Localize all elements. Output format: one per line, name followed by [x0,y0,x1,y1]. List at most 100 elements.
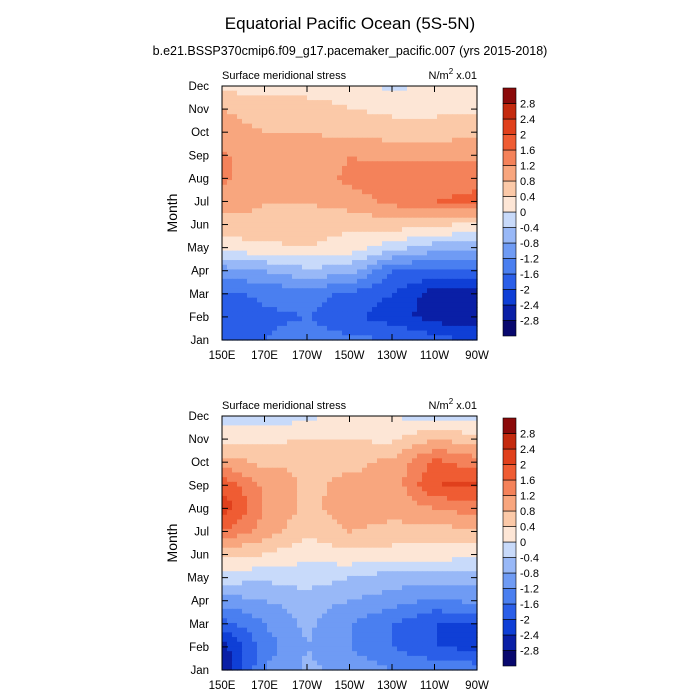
heatmap-cell [297,590,303,596]
heatmap-cell [322,425,328,431]
heatmap-cell [297,264,303,271]
heatmap-cell [437,434,443,441]
heatmap-cell [252,481,258,488]
heatmap-cell [342,416,348,422]
heatmap-cell [347,444,353,450]
heatmap-cell [327,245,333,252]
heatmap-cell [227,316,233,322]
heatmap-cell [242,260,248,266]
heatmap-cell [267,118,273,125]
heatmap-cell [377,590,383,596]
heatmap-cell [232,463,238,469]
heatmap-cell [447,566,453,572]
heatmap-cell [387,109,393,115]
heatmap-cell [222,100,228,106]
heatmap-cell [237,86,243,92]
heatmap-cell [472,86,478,92]
heatmap-cell [247,170,253,176]
heatmap-cell [382,420,388,426]
heatmap-cell [397,590,403,596]
heatmap-cell [417,467,423,474]
heatmap-cell [287,590,293,596]
heatmap-cell [387,575,393,582]
heatmap-cell [417,165,423,172]
heatmap-cell [357,208,363,214]
heatmap-cell [467,514,473,521]
heatmap-cell [322,604,328,610]
heatmap-cell [262,156,268,162]
heatmap-cell [307,477,313,483]
heatmap-cell [472,227,478,233]
heatmap-cell [442,236,448,242]
heatmap-cell [377,133,383,139]
heatmap-cell [382,86,388,92]
heatmap-cell [457,198,463,205]
heatmap-cell [317,184,323,191]
heatmap-cell [427,109,433,115]
heatmap-cell [257,250,263,256]
heatmap-cell [397,118,403,125]
heatmap-cell [317,613,323,619]
heatmap-cell [237,486,243,492]
heatmap-cell [297,439,303,445]
heatmap-cell [422,528,428,535]
heatmap-cell [262,114,268,120]
heatmap-cell [357,137,363,144]
heatmap-cell [337,109,343,115]
heatmap-cell [427,147,433,153]
heatmap-cell [437,416,443,422]
heatmap-cell [472,288,478,294]
heatmap-cell [462,528,468,535]
heatmap-cell [377,100,383,106]
heatmap-cell [367,458,373,464]
heatmap-cell [462,538,468,544]
heatmap-cell [262,104,268,111]
heatmap-cell [267,128,273,134]
heatmap-cell [242,118,248,125]
heatmap-cell [422,269,428,275]
heatmap-cell [347,561,353,568]
heatmap-cell [442,208,448,214]
heatmap-cell [277,114,283,120]
heatmap-cell [337,311,343,318]
heatmap-cell [452,477,458,483]
heatmap-cell [352,543,358,549]
heatmap-cell [307,491,313,497]
heatmap-cell [352,118,358,125]
heatmap-cell [232,241,238,247]
heatmap-cell [222,90,228,96]
heatmap-cell [387,604,393,610]
heatmap-cell [272,236,278,242]
heatmap-cell [262,227,268,233]
heatmap-cell [252,458,258,464]
heatmap-cell [442,292,448,299]
heatmap-cell [292,170,298,176]
heatmap-cell [427,311,433,318]
heatmap-cell [387,213,393,219]
heatmap-cell [402,264,408,271]
heatmap-cell [257,594,263,601]
heatmap-cell [452,311,458,318]
heatmap-cell [472,571,478,577]
heatmap-cell [287,198,293,205]
heatmap-cell [447,222,453,228]
heatmap-cell [242,180,248,186]
heatmap-cell [292,321,298,327]
heatmap-cell [367,321,373,327]
heatmap-cell [372,543,378,549]
heatmap-cell [367,580,373,586]
heatmap-cell [367,325,373,332]
heatmap-cell [302,264,308,271]
heatmap-cell [462,500,468,506]
heatmap-cell [462,580,468,586]
heatmap-cell [222,95,228,101]
heatmap-cell [272,590,278,596]
heatmap-cell [332,142,338,148]
heatmap-cell [277,250,283,256]
heatmap-cell [407,463,413,469]
heatmap-cell [237,500,243,506]
heatmap-cell [252,283,258,289]
heatmap-cell [472,444,478,450]
heatmap-cell [262,557,268,563]
